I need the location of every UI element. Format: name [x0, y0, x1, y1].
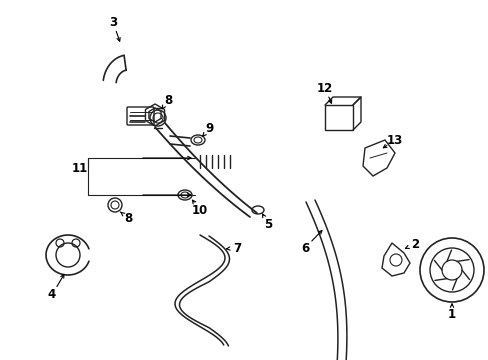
Text: 8: 8: [123, 212, 132, 225]
Text: 1: 1: [447, 309, 455, 321]
Text: 11: 11: [72, 162, 88, 175]
Text: 10: 10: [191, 203, 208, 216]
Text: 7: 7: [232, 242, 241, 255]
Text: 12: 12: [316, 81, 332, 95]
Text: 6: 6: [300, 242, 308, 255]
Text: 5: 5: [264, 217, 271, 230]
Text: 3: 3: [109, 15, 117, 28]
Text: 13: 13: [386, 134, 402, 147]
Text: 9: 9: [205, 122, 214, 135]
Text: 8: 8: [163, 94, 172, 107]
Text: 2: 2: [410, 238, 418, 251]
Text: 4: 4: [48, 288, 56, 302]
